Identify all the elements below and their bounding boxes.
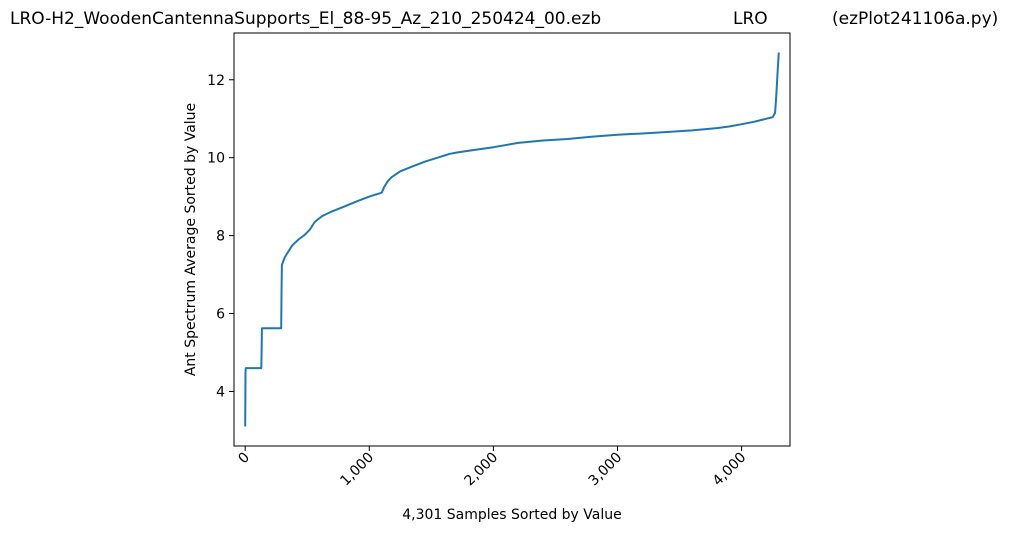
x-tick-label: 0 bbox=[235, 450, 253, 468]
plot-site-title: LRO bbox=[733, 9, 768, 29]
x-tick-label: 3,000 bbox=[586, 450, 626, 490]
y-tick-label: 12 bbox=[207, 73, 225, 89]
series-line bbox=[244, 52, 780, 427]
x-tick-label: 4,000 bbox=[710, 450, 750, 490]
plot-filename-title: LRO-H2_WoodenCantennaSupports_El_88-95_A… bbox=[10, 9, 602, 29]
y-axis-label: Ant Spectrum Average Sorted by Value bbox=[183, 103, 199, 376]
axis-ticks: 0 1,000 2,000 3,000 4,000 4 6 8 10 12 bbox=[207, 73, 749, 489]
x-axis-label: 4,301 Samples Sorted by Value bbox=[402, 507, 621, 523]
y-tick-label: 4 bbox=[216, 384, 225, 400]
y-tick-label: 6 bbox=[216, 307, 225, 323]
y-tick-label: 10 bbox=[207, 151, 225, 167]
plot-program-title: (ezPlot241106a.py) bbox=[832, 9, 999, 29]
plot-frame bbox=[233, 32, 791, 447]
x-tick-label: 1,000 bbox=[337, 450, 377, 490]
y-tick-label: 8 bbox=[216, 229, 225, 245]
x-tick-label: 2,000 bbox=[462, 450, 502, 490]
